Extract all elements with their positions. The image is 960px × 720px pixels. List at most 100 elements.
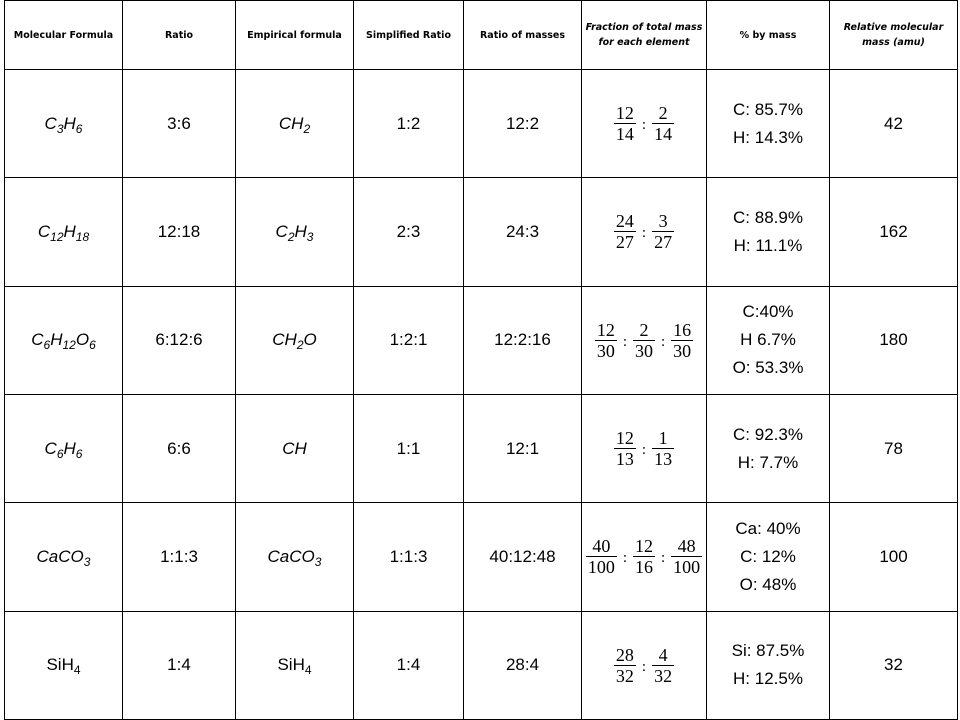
cell-molecular-formula: C6H6	[4, 393, 123, 504]
colon-separator: :	[661, 550, 666, 567]
element-symbol: H	[63, 438, 76, 458]
cell-percent-by-mass: C:40% H 6.7% O: 53.3%	[706, 285, 830, 395]
table-row: CaCO3 1:1:3 CaCO3 1:1:3 40:12:48 40 100:12 16:4…	[4, 502, 958, 612]
fraction-denominator: 16	[633, 556, 655, 578]
element-symbol: H	[63, 221, 76, 241]
cell-percent-by-mass: C: 88.9% H: 11.1%	[706, 177, 830, 287]
cell-empirical-formula: CH2O	[235, 285, 354, 395]
cell-molecular-formula: C3H6	[4, 68, 123, 179]
element-subscript: 4	[304, 663, 312, 678]
header-ratio: Ratio	[122, 0, 236, 70]
element-symbol: C	[37, 221, 51, 241]
cell-ratio-of-masses: 12:1	[463, 393, 582, 504]
fraction-numerator: 28	[615, 644, 634, 665]
fraction-numerator: 2	[658, 103, 668, 124]
fraction: 3 27	[652, 211, 675, 252]
header-empirical-formula: Empirical formula	[235, 0, 354, 70]
element-symbol: C	[272, 330, 285, 350]
cell-ratio-of-masses: 12:2	[463, 68, 582, 179]
fraction-denominator: 30	[594, 339, 617, 361]
element-symbol: H	[294, 438, 307, 458]
fraction: 12 16	[633, 536, 655, 577]
percent-line: C:40%	[742, 302, 794, 322]
colon-separator: :	[661, 333, 666, 350]
element-symbol: Si	[277, 655, 293, 675]
cell-simplified-ratio: 2:3	[353, 177, 464, 287]
fraction: 12 14	[613, 103, 636, 144]
colon-separator: :	[641, 658, 647, 675]
fraction-denominator: 32	[652, 664, 675, 686]
fraction: 2 30	[633, 320, 655, 361]
element-symbol: C	[282, 438, 295, 458]
cell-ratio-of-masses: 24:3	[463, 177, 582, 287]
cell-ratio: 6:6	[122, 393, 236, 504]
header-simplified-ratio: Simplified Ratio	[353, 0, 464, 70]
table-row: C6H6 6:6 CH 1:1 12:1 12 13:1 13 C: 92.3% H: 7.7% 7…	[4, 393, 958, 504]
fraction: 28 32	[613, 644, 636, 686]
fraction-numerator: 12	[596, 319, 615, 340]
element-symbol: C	[278, 113, 292, 133]
cell-relative-molecular-mass: 32	[829, 610, 958, 720]
fraction: 16 30	[671, 319, 694, 361]
header-fraction-of-total-mass: Fraction of total mass for each element	[581, 0, 707, 70]
element-subscript: 4	[73, 663, 81, 678]
cell-relative-molecular-mass: 78	[829, 393, 958, 504]
cell-fraction-of-total-mass: 12 30:2 30:16 30	[581, 285, 707, 395]
cell-relative-molecular-mass: 180	[829, 285, 958, 395]
element-symbol: C	[289, 546, 302, 566]
cell-simplified-ratio: 1:1:3	[353, 502, 464, 612]
fraction-denominator: 30	[671, 339, 694, 361]
fraction: 4 32	[652, 644, 675, 686]
fraction-numerator: 16	[673, 319, 692, 340]
cell-molecular-formula: CaCO3	[4, 502, 123, 612]
fraction: 2 14	[652, 103, 675, 145]
fraction-denominator: 13	[652, 448, 675, 470]
element-symbol: O	[75, 330, 90, 350]
percent-line: C: 85.7%	[733, 99, 803, 119]
cell-empirical-formula: C2H3	[235, 177, 354, 287]
molecular-formula-table: Molecular Formula Ratio Empirical formul…	[4, 0, 958, 720]
fraction-group: 24 27:3 27	[612, 211, 676, 252]
element-symbol: O	[301, 546, 315, 566]
percent-line: C: 92.3%	[733, 424, 803, 444]
cell-relative-molecular-mass: 42	[829, 68, 958, 179]
fraction-group: 12 30:2 30:16 30	[593, 320, 695, 361]
element-symbol: H	[294, 221, 307, 241]
cell-empirical-formula: CH	[235, 393, 354, 504]
fraction-denominator: 100	[585, 556, 617, 578]
cell-ratio: 1:1:3	[122, 502, 236, 612]
cell-relative-molecular-mass: 100	[829, 502, 958, 612]
fraction-denominator: 32	[613, 664, 636, 686]
cell-ratio-of-masses: 40:12:48	[463, 502, 582, 612]
header-relative-molecular-mass: Relative molecular mass (amu)	[829, 0, 958, 70]
cell-ratio-of-masses: 12:2:16	[463, 285, 582, 395]
fraction-denominator: 27	[613, 231, 636, 253]
fraction-denominator: 13	[613, 448, 636, 470]
fraction: 48 100	[671, 536, 703, 577]
percent-line: H: 11.1%	[733, 235, 803, 255]
element-subscript: 2	[296, 338, 304, 353]
element-subscript: 3	[306, 229, 314, 244]
element-subscript: 6	[75, 446, 83, 461]
fraction-denominator: 14	[652, 123, 675, 145]
cell-empirical-formula: CH2	[235, 68, 354, 179]
cell-simplified-ratio: 1:4	[353, 610, 464, 720]
cell-ratio: 1:4	[122, 610, 236, 720]
fraction-numerator: 4	[658, 644, 668, 665]
element-symbol: C	[275, 221, 288, 241]
fraction-numerator: 3	[658, 211, 668, 232]
percent-line: H: 7.7%	[737, 452, 799, 472]
cell-ratio: 6:12:6	[122, 285, 236, 395]
fraction: 1 13	[652, 428, 675, 470]
percent-line: H: 12.5%	[733, 669, 803, 689]
element-subscript: 6	[56, 446, 64, 461]
table-row: C12H18 12:18 C2H3 2:3 24:3 24 27:3 27 C: 88.9% H:…	[4, 177, 958, 287]
fraction-group: 12 14:2 14	[612, 103, 676, 144]
element-subscript: 3	[83, 554, 91, 569]
percent-line: H 6.7%	[740, 330, 796, 350]
element-symbol: H	[61, 655, 74, 675]
cell-fraction-of-total-mass: 40 100:12 16:48 100	[581, 502, 707, 612]
fraction: 24 27	[613, 211, 636, 253]
percent-line: C: 88.9%	[733, 207, 803, 227]
colon-separator: :	[641, 117, 647, 134]
